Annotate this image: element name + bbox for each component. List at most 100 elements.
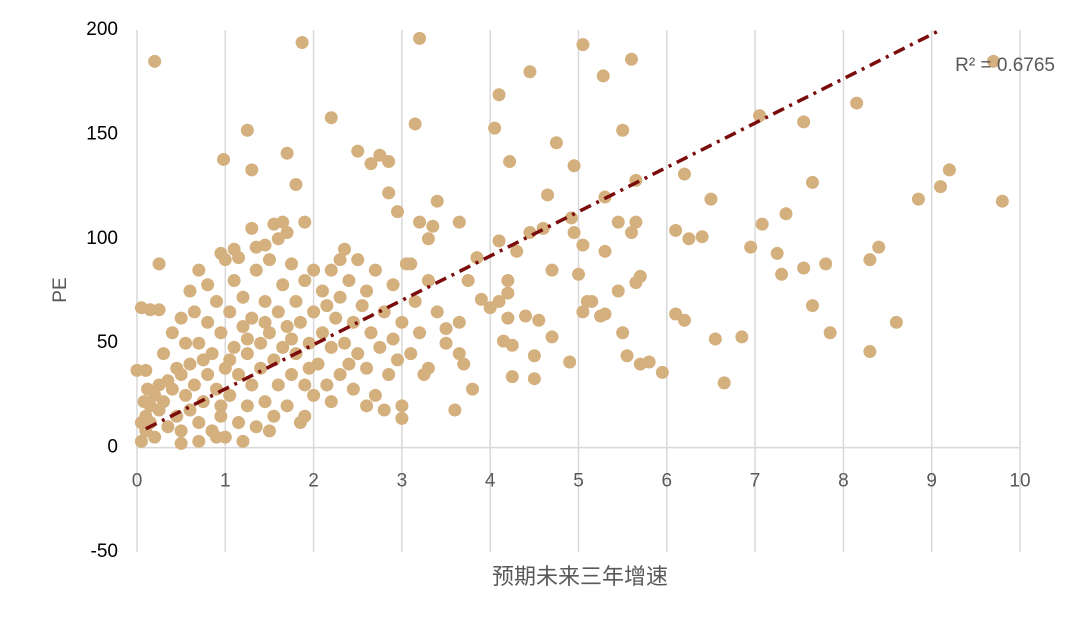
point (505, 338, 519, 352)
point (187, 305, 201, 319)
point (452, 215, 466, 229)
point (390, 205, 404, 219)
trendline (145, 28, 942, 431)
point (139, 363, 153, 377)
x-tick-label: 8 (838, 471, 849, 492)
point (501, 311, 515, 325)
point (285, 332, 299, 346)
point (351, 253, 365, 267)
point (324, 111, 338, 125)
point (755, 217, 769, 231)
point (329, 311, 343, 325)
point (360, 284, 374, 298)
point (501, 274, 515, 288)
point (872, 240, 886, 254)
x-tick-label: 5 (573, 471, 584, 492)
point (351, 347, 365, 361)
point (179, 336, 193, 350)
point (271, 232, 285, 246)
point (342, 357, 356, 371)
point (307, 388, 321, 402)
point (333, 253, 347, 267)
point (236, 319, 250, 333)
point (779, 207, 793, 221)
point (232, 368, 246, 382)
point (413, 326, 427, 340)
point (503, 155, 517, 169)
point (549, 136, 563, 150)
point (510, 244, 524, 258)
point (598, 307, 612, 321)
point (245, 378, 259, 392)
point (137, 395, 151, 409)
point (408, 294, 422, 308)
point (413, 215, 427, 229)
point (152, 303, 166, 317)
point (201, 278, 215, 292)
point (298, 378, 312, 392)
point (408, 117, 422, 131)
point (501, 286, 515, 300)
point (704, 192, 718, 206)
point (152, 257, 166, 271)
point (192, 336, 206, 350)
y-tick-label: -50 (91, 541, 118, 562)
point (805, 299, 819, 313)
point (527, 372, 541, 386)
point (611, 284, 625, 298)
point (576, 305, 590, 319)
point (240, 399, 254, 413)
point (179, 388, 193, 402)
point (280, 319, 294, 333)
point (695, 230, 709, 244)
point (276, 278, 290, 292)
point (911, 192, 925, 206)
point (360, 399, 374, 413)
point (642, 355, 656, 369)
point (183, 403, 197, 417)
point (227, 242, 241, 256)
point (629, 215, 643, 229)
point (209, 430, 223, 444)
point (236, 434, 250, 448)
point (217, 152, 231, 166)
point (430, 305, 444, 319)
point (492, 234, 506, 248)
point (285, 257, 299, 271)
point (395, 399, 409, 413)
x-axis-label: 预期未来三年增速 (492, 564, 668, 589)
point (223, 353, 237, 367)
point (541, 188, 555, 202)
point (280, 399, 294, 413)
point (201, 315, 215, 329)
point (823, 326, 837, 340)
point (863, 345, 877, 359)
point (390, 353, 404, 367)
point (240, 347, 254, 361)
point (488, 121, 502, 135)
point (201, 368, 215, 382)
point (576, 238, 590, 252)
point (373, 340, 387, 354)
point (324, 263, 338, 277)
point (819, 257, 833, 271)
point (271, 378, 285, 392)
point (271, 305, 285, 319)
point (355, 299, 369, 313)
point (572, 267, 585, 281)
point (677, 167, 691, 181)
point (386, 278, 400, 292)
point (377, 403, 391, 417)
point (368, 263, 382, 277)
point (214, 326, 228, 340)
point (616, 123, 630, 137)
point (421, 232, 435, 246)
point (258, 315, 272, 329)
point (567, 159, 581, 173)
point (360, 361, 374, 375)
point (770, 246, 784, 260)
point (364, 326, 378, 340)
point (527, 349, 541, 363)
point (382, 186, 396, 200)
